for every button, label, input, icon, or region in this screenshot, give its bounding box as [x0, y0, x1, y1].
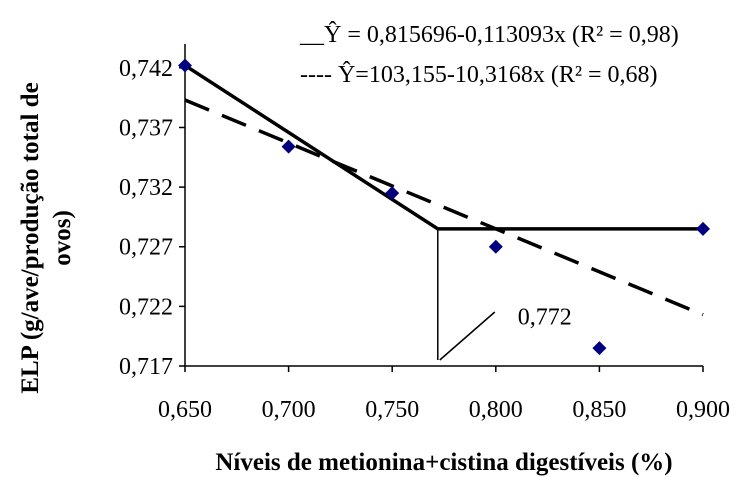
annotation-leader-line [439, 311, 496, 361]
annotation: 0,772 [437, 228, 572, 361]
data-point [385, 186, 400, 201]
legend-entry-solid: __Ŷ = 0,815696-0,113093x (R² = 0,98) [299, 22, 679, 48]
x-tick-label: 0,700 [262, 397, 316, 423]
data-point [178, 58, 192, 73]
x-axis-title: Níveis de metionina+cistina digestíveis … [215, 449, 672, 476]
tick-labels: 0,717 0,722 0,727 0,732 0,737 0,742 0,650 0,700… [119, 56, 730, 423]
y-tick-label: 0,722 [119, 294, 173, 320]
data-points [178, 58, 710, 356]
data-point [488, 239, 503, 254]
legend: __Ŷ = 0,815696-0,113093x (R² = 0,98) ----… [299, 22, 679, 88]
y-tick-label: 0,732 [119, 175, 173, 201]
y-tick-label: 0,727 [119, 235, 173, 261]
data-point [696, 221, 710, 236]
axes [179, 44, 704, 372]
axis-titles: Níveis de metionina+cistina digestíveis … [17, 82, 673, 476]
legend-entry-dashed: ---- Ŷ=103,155-10,3168x (R² = 0,68) [300, 62, 658, 88]
x-tick-label: 0,900 [676, 397, 730, 423]
y-tick-label: 0,742 [119, 56, 173, 82]
x-tick-label: 0,800 [469, 397, 523, 423]
x-tick-label: 0,650 [158, 397, 212, 423]
y-tick-label: 0,737 [119, 115, 173, 141]
data-point [592, 341, 607, 356]
x-tick-label: 0,750 [365, 397, 419, 423]
series-line-dashed [184, 98, 704, 317]
series-line-solid [184, 63, 703, 231]
y-axis-title-line1: ELP (g/ave/produção total de [17, 82, 44, 393]
series-lines [184, 63, 704, 317]
x-tick-label: 0,850 [572, 397, 626, 423]
y-tick-label: 0,717 [119, 354, 173, 380]
data-point [281, 139, 296, 154]
y-axis-title-line2: ovos) [49, 210, 76, 266]
breakpoint-label: 0,772 [518, 304, 572, 330]
